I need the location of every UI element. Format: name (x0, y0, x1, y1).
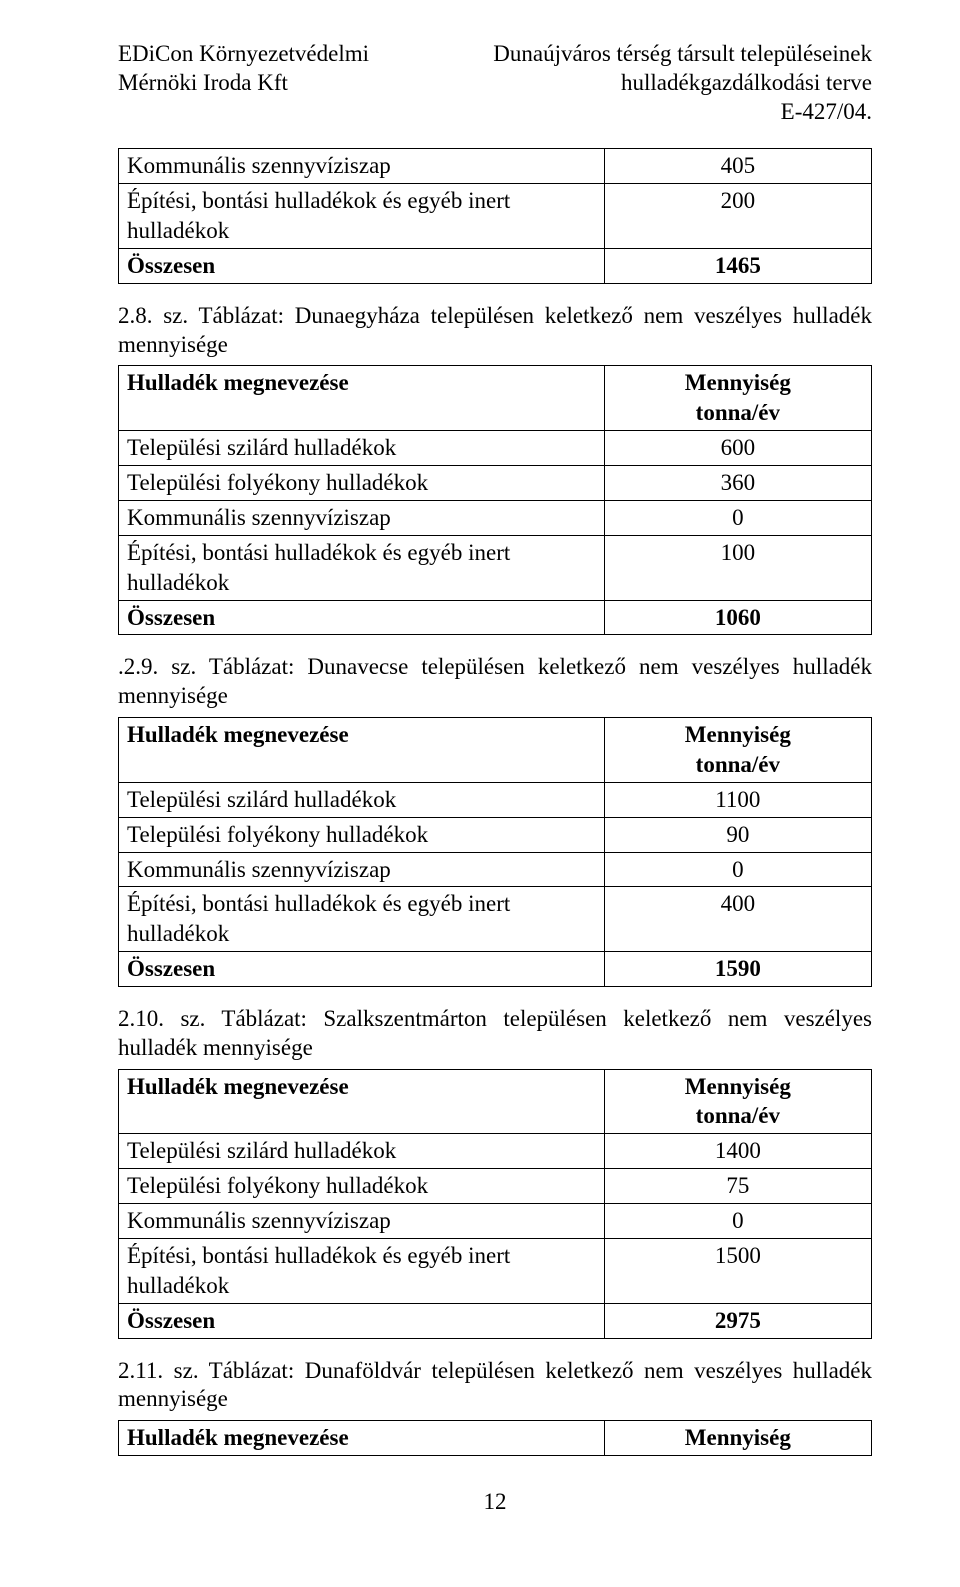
cell-label: Építési, bontási hulladékok és egyéb ine… (119, 535, 605, 600)
cell-value: 0 (604, 852, 871, 887)
table-row: Kommunális szennyvíziszap0 (119, 500, 872, 535)
header-right-line1: Dunaújváros térség társult településeine… (493, 40, 872, 69)
table-4: Hulladék megnevezése Mennyiség (118, 1420, 872, 1456)
header-right: Dunaújváros térség társult településeine… (493, 40, 872, 126)
cell-label: Települési szilárd hulladékok (119, 1134, 605, 1169)
table-header-row: Hulladék megnevezése Mennyiség (119, 1421, 872, 1456)
page-header: EDiCon Környezetvédelmi Mérnöki Iroda Kf… (118, 40, 872, 126)
cell-value: 600 (604, 431, 871, 466)
table-row: Összesen1590 (119, 952, 872, 987)
table-caption-3: 2.10. sz. Táblázat: Szalkszentmárton tel… (118, 1005, 872, 1063)
cell-label: Összesen (119, 952, 605, 987)
table-caption-4: 2.11. sz. Táblázat: Dunaföldvár települé… (118, 1357, 872, 1415)
cell-label: Települési szilárd hulladékok (119, 431, 605, 466)
table-1: Hulladék megnevezése Mennyiség tonna/év … (118, 365, 872, 635)
cell-header-value: Mennyiség tonna/év (604, 717, 871, 782)
cell-label: Települési folyékony hulladékok (119, 817, 605, 852)
cell-value: 90 (604, 817, 871, 852)
table-row: Összesen2975 (119, 1303, 872, 1338)
table-row: Kommunális szennyvíziszap0 (119, 852, 872, 887)
cell-value: 0 (604, 1204, 871, 1239)
cell-label: Települési szilárd hulladékok (119, 782, 605, 817)
cell-label: Kommunális szennyvíziszap (119, 1204, 605, 1239)
header-value-line2: tonna/év (696, 400, 780, 425)
table-row: Települési folyékony hulladékok360 (119, 465, 872, 500)
cell-value: 100 (604, 535, 871, 600)
cell-value: 1500 (604, 1239, 871, 1304)
cell-label: Települési folyékony hulladékok (119, 465, 605, 500)
table-caption-2: .2.9. sz. Táblázat: Dunavecse települése… (118, 653, 872, 711)
cell-label: Építési, bontási hulladékok és egyéb ine… (119, 887, 605, 952)
table-row: Építési, bontási hulladékok és egyéb ine… (119, 184, 872, 249)
cell-header-label: Hulladék megnevezése (119, 717, 605, 782)
cell-header-label: Hulladék megnevezése (119, 366, 605, 431)
cell-label: Összesen (119, 600, 605, 635)
cell-label: Települési folyékony hulladékok (119, 1169, 605, 1204)
page-number: 12 (118, 1488, 872, 1517)
cell-label: Építési, bontási hulladékok és egyéb ine… (119, 1239, 605, 1304)
cell-value: 1400 (604, 1134, 871, 1169)
header-value-line2: tonna/év (696, 1103, 780, 1128)
table-row: Kommunális szennyvíziszap0 (119, 1204, 872, 1239)
cell-label: Kommunális szennyvíziszap (119, 500, 605, 535)
table-row: Építési, bontási hulladékok és egyéb ine… (119, 535, 872, 600)
table-row: Települési szilárd hulladékok1100 (119, 782, 872, 817)
table-row: Építési, bontási hulladékok és egyéb ine… (119, 1239, 872, 1304)
table-2: Hulladék megnevezése Mennyiség tonna/év … (118, 717, 872, 987)
header-value-line2: tonna/év (696, 752, 780, 777)
table-top: Kommunális szennyvíziszap 405 Építési, b… (118, 148, 872, 284)
cell-header-value: Mennyiség (604, 1421, 871, 1456)
table-row: Kommunális szennyvíziszap 405 (119, 149, 872, 184)
cell-label: Kommunális szennyvíziszap (119, 149, 605, 184)
header-left-line1: EDiCon Környezetvédelmi (118, 40, 369, 69)
cell-value: 200 (604, 184, 871, 249)
cell-label: Összesen (119, 248, 605, 283)
header-value-line1: Mennyiség (685, 370, 791, 395)
cell-header-value: Mennyiség tonna/év (604, 366, 871, 431)
table-row: Települési folyékony hulladékok90 (119, 817, 872, 852)
cell-value: 1465 (604, 248, 871, 283)
cell-label: Összesen (119, 1303, 605, 1338)
document-page: EDiCon Környezetvédelmi Mérnöki Iroda Kf… (0, 0, 960, 1557)
header-right-line3: E-427/04. (493, 98, 872, 127)
table-header-row: Hulladék megnevezése Mennyiség tonna/év (119, 717, 872, 782)
cell-value: 75 (604, 1169, 871, 1204)
cell-value: 1100 (604, 782, 871, 817)
table-header-row: Hulladék megnevezése Mennyiség tonna/év (119, 366, 872, 431)
header-left-line2: Mérnöki Iroda Kft (118, 69, 369, 98)
table-3: Hulladék megnevezése Mennyiség tonna/év … (118, 1069, 872, 1339)
table-row: Összesen 1465 (119, 248, 872, 283)
cell-header-value: Mennyiség tonna/év (604, 1069, 871, 1134)
cell-value: 2975 (604, 1303, 871, 1338)
table-caption-1: 2.8. sz. Táblázat: Dunaegyháza település… (118, 302, 872, 360)
table-row: Települési szilárd hulladékok1400 (119, 1134, 872, 1169)
table-row: Települési szilárd hulladékok600 (119, 431, 872, 466)
table-row: Építési, bontási hulladékok és egyéb ine… (119, 887, 872, 952)
cell-value: 0 (604, 500, 871, 535)
cell-value: 360 (604, 465, 871, 500)
cell-value: 1590 (604, 952, 871, 987)
cell-value: 1060 (604, 600, 871, 635)
cell-label: Építési, bontási hulladékok és egyéb ine… (119, 184, 605, 249)
table-row: Összesen1060 (119, 600, 872, 635)
cell-value: 405 (604, 149, 871, 184)
header-value-line1: Mennyiség (685, 1074, 791, 1099)
table-header-row: Hulladék megnevezése Mennyiség tonna/év (119, 1069, 872, 1134)
cell-header-label: Hulladék megnevezése (119, 1421, 605, 1456)
cell-label: Kommunális szennyvíziszap (119, 852, 605, 887)
cell-value: 400 (604, 887, 871, 952)
table-row: Települési folyékony hulladékok75 (119, 1169, 872, 1204)
header-right-line2: hulladékgazdálkodási terve (493, 69, 872, 98)
header-value-line1: Mennyiség (685, 722, 791, 747)
cell-header-label: Hulladék megnevezése (119, 1069, 605, 1134)
header-left: EDiCon Környezetvédelmi Mérnöki Iroda Kf… (118, 40, 369, 126)
